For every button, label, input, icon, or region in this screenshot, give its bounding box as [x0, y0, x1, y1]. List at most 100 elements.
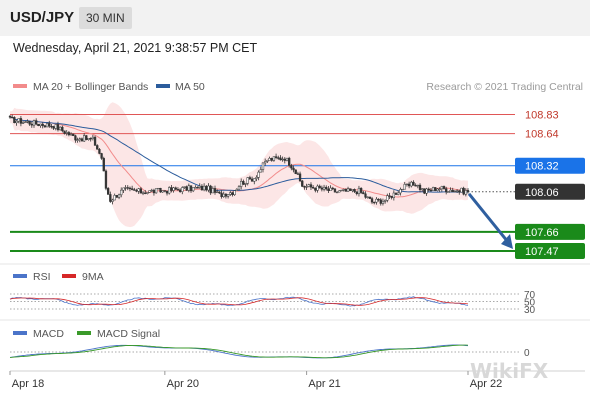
candle: [346, 186, 350, 192]
candle-body: [418, 184, 422, 190]
candle-body: [421, 188, 424, 190]
candle: [449, 187, 452, 193]
candle: [187, 183, 190, 193]
candle: [250, 176, 254, 182]
timeframe-button[interactable]: 30 MIN: [79, 7, 132, 29]
candle: [353, 188, 356, 194]
candle-body: [292, 167, 295, 171]
candle-body: [301, 180, 304, 187]
candle-body: [288, 157, 291, 166]
candle-body: [303, 186, 306, 188]
candle-body: [111, 199, 114, 202]
candle: [109, 191, 112, 203]
candle-body: [137, 188, 140, 192]
time-tick-label: Apr 22: [470, 378, 502, 390]
candle: [401, 188, 404, 191]
rsi-ma-line: [9, 297, 469, 306]
candle-body: [331, 187, 334, 190]
ma20-legend-swatch: [13, 84, 27, 88]
candle-body: [235, 188, 238, 191]
candle-body: [264, 161, 267, 164]
candle: [268, 156, 271, 161]
candle-body: [35, 120, 38, 125]
forecast-arrow-head: [501, 234, 513, 249]
candle-body: [325, 186, 328, 190]
candle: [405, 183, 409, 187]
candle: [209, 184, 212, 195]
candle: [447, 191, 450, 193]
candle: [440, 185, 443, 192]
candle: [377, 198, 380, 202]
candle-body: [24, 121, 27, 123]
candle: [359, 187, 363, 194]
candle-body: [181, 187, 184, 192]
ma20-legend-label: MA 20 + Bollinger Bands: [33, 81, 148, 93]
candle-body: [96, 145, 99, 150]
candle-body: [355, 191, 358, 194]
candle: [381, 198, 385, 206]
candle-body: [283, 158, 286, 161]
candle: [161, 190, 164, 193]
candle: [176, 187, 180, 191]
candle-body: [69, 133, 73, 136]
candle-body: [154, 188, 158, 194]
candle-body: [427, 188, 430, 191]
candle-body: [106, 188, 110, 195]
candle-body: [246, 177, 249, 184]
candle-body: [250, 178, 254, 182]
macd-legend-label: MACD: [33, 328, 64, 340]
macd-signal-legend-label: MACD Signal: [97, 328, 160, 340]
candle: [281, 156, 284, 162]
candle-body: [67, 132, 71, 136]
candle: [146, 192, 149, 195]
candle-body: [117, 194, 121, 198]
candle: [301, 179, 304, 188]
candle: [83, 133, 86, 142]
candle: [266, 159, 269, 163]
candle: [322, 184, 326, 192]
candle: [294, 169, 297, 175]
candle-body: [466, 190, 470, 193]
candle-body: [78, 138, 81, 141]
candle: [431, 186, 435, 191]
candle: [349, 188, 352, 192]
candle: [460, 187, 463, 193]
forecast-arrow: [467, 192, 513, 249]
rsi-tick-label: 70: [524, 290, 536, 301]
bollinger-bands: [10, 102, 468, 228]
candle: [292, 165, 295, 173]
candle: [438, 187, 441, 192]
candle-body: [390, 195, 393, 198]
rsi-legend-swatch: [13, 274, 27, 278]
candle-body: [113, 195, 116, 201]
candle: [21, 120, 25, 125]
candle: [412, 180, 415, 186]
candle: [72, 133, 75, 137]
candle: [261, 162, 265, 173]
candle-body: [218, 191, 221, 194]
candle-body: [431, 187, 435, 191]
candle: [309, 182, 313, 191]
candle-body: [130, 188, 134, 190]
candle-body: [346, 188, 350, 192]
candle: [458, 189, 461, 195]
candle: [91, 134, 95, 141]
candle: [59, 126, 62, 131]
candle-body: [429, 189, 433, 192]
candle-body: [76, 139, 79, 141]
candle-body: [386, 195, 389, 201]
candle-body: [213, 188, 217, 193]
candle-body: [87, 138, 90, 140]
candle-body: [65, 132, 68, 134]
candle-body: [226, 194, 230, 197]
candle-body: [399, 189, 402, 194]
candle: [198, 183, 201, 189]
candle: [163, 190, 166, 193]
candle-body: [104, 170, 108, 189]
candle-body: [170, 187, 173, 191]
candle-body: [54, 124, 57, 129]
candle: [331, 186, 334, 191]
candle: [316, 184, 319, 193]
candle: [117, 193, 121, 200]
candle-body: [261, 162, 265, 170]
